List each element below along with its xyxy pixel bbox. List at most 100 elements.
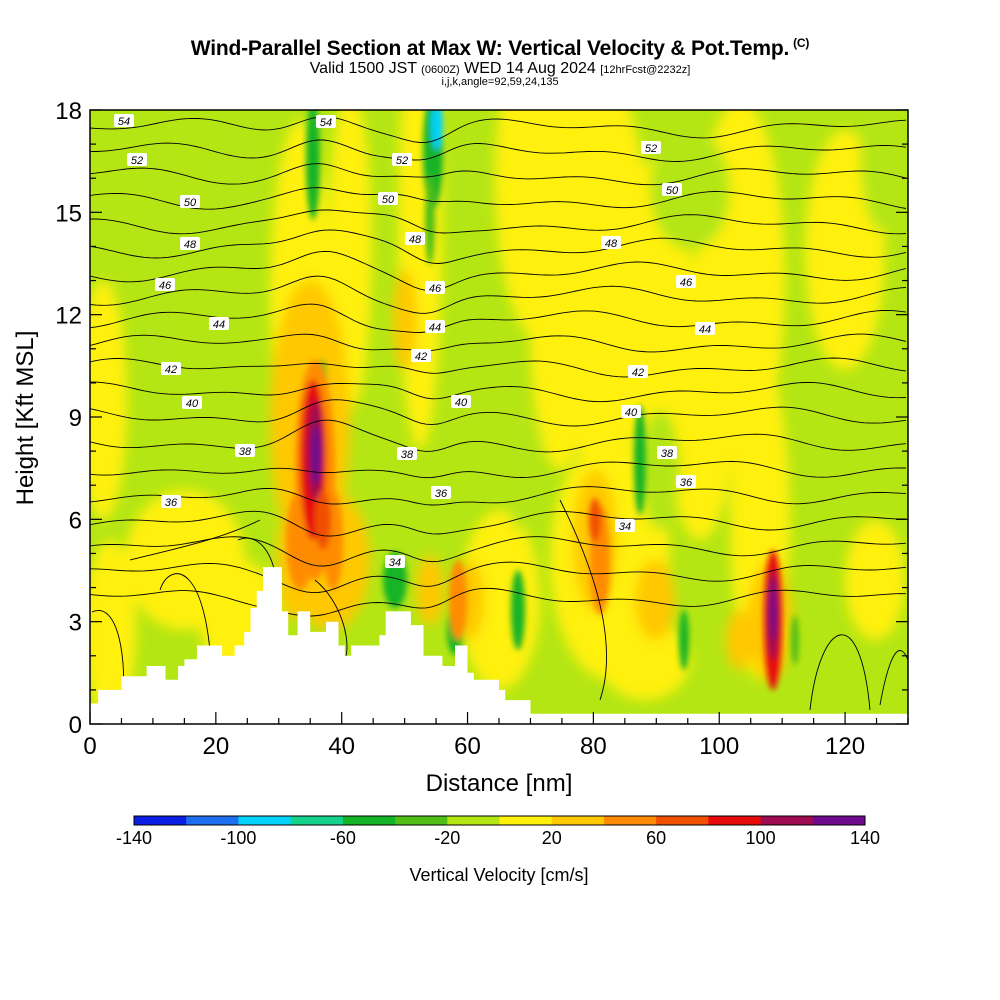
velocity-core: [791, 615, 799, 665]
colorbar-swatch: [238, 816, 292, 825]
theta-label-text: 48: [409, 234, 422, 246]
theta-label-text: 46: [159, 280, 172, 292]
theta-contour: [90, 333, 907, 353]
x-tick-label: 120: [825, 733, 865, 760]
theta-contour: [90, 510, 906, 537]
theta-label-text: 40: [455, 397, 468, 409]
theta-label-text: 42: [632, 367, 644, 379]
colorbar-tick-label: -140: [116, 828, 152, 848]
theta-label-text: 46: [429, 283, 442, 295]
theta-contour: [90, 381, 907, 403]
velocity-core: [511, 570, 525, 650]
colorbar-swatch: [812, 816, 866, 825]
theta-label-text: 40: [186, 398, 199, 410]
theta-contour-labels: 54 54 52 52 52 50 50 50 48 48 48 46 46 46 44 44 44 42 42 42…: [114, 114, 715, 569]
y-axis-label: Height [Kft MSL]: [12, 331, 39, 506]
theta-contour: [90, 561, 907, 594]
velocity-core: [431, 110, 443, 150]
colorbar-swatch: [395, 816, 448, 825]
theta-label-text: 48: [605, 238, 618, 250]
theta-label-text: 44: [429, 322, 441, 334]
x-tick-label: 40: [328, 733, 355, 760]
velocity-core: [306, 110, 320, 220]
theta-label-text: 50: [666, 185, 679, 197]
colorbar-tick-label: 60: [646, 828, 666, 848]
velocity-blob: [213, 130, 257, 230]
y-tick-label: 9: [69, 405, 82, 432]
y-tick-label: 6: [69, 507, 82, 534]
velocity-core: [315, 490, 331, 550]
velocity-core: [634, 405, 646, 515]
velocity-blob: [650, 130, 730, 250]
colorbar-swatch: [134, 816, 187, 825]
colorbar-tick-label: -60: [330, 828, 356, 848]
theta-label: 40: [621, 405, 641, 419]
theta-contour: [90, 209, 907, 235]
theta-contour: [90, 163, 907, 186]
theta-label-text: 34: [619, 521, 631, 533]
colorbar-tick-label: -20: [434, 828, 460, 848]
x-axis: 0 20 40 60 80 100 120: [83, 712, 909, 760]
colorbar-tick-label: 100: [746, 828, 776, 848]
velocity-blob: [635, 560, 675, 640]
theta-label-text: 54: [118, 116, 130, 128]
theta-contour: [90, 229, 907, 264]
theta-label: 50: [378, 192, 398, 206]
theta-contour: [314, 579, 348, 661]
colorbar-swatch: [290, 816, 344, 825]
theta-label: 40: [182, 396, 202, 410]
theta-label-text: 38: [401, 449, 414, 461]
theta-label: 44: [695, 322, 715, 336]
theta-label: 44: [209, 317, 229, 331]
theta-label-text: 46: [680, 277, 693, 289]
theta-label: 42: [628, 365, 648, 379]
theta-label: 52: [392, 153, 412, 167]
theta-label: 38: [235, 444, 255, 458]
x-tick-label: 80: [580, 733, 607, 760]
theta-contour: [90, 587, 907, 617]
theta-label-text: 50: [184, 197, 197, 209]
theta-contour: [129, 519, 261, 561]
y-tick-label: 12: [55, 303, 82, 330]
y-tick-label: 18: [55, 98, 82, 125]
theta-label: 34: [615, 519, 635, 533]
plot-area: 54 54 52 52 52 50 50 50 48 48 48 46 46 46 44 44 44 42 42 42…: [90, 110, 908, 724]
theta-label-text: 36: [680, 477, 693, 489]
colorbar-tick-label: -100: [220, 828, 256, 848]
theta-label: 52: [641, 141, 661, 155]
theta-label-text: 40: [625, 407, 638, 419]
theta-label: 46: [155, 278, 175, 292]
theta-label-text: 54: [320, 117, 332, 129]
theta-contour: [90, 139, 907, 162]
theta-label: 48: [405, 232, 425, 246]
theta-label-text: 44: [213, 319, 225, 331]
chart-title-text: Wind-Parallel Section at Max W: Vertical…: [190, 37, 790, 60]
theta-label-text: 36: [435, 488, 448, 500]
theta-label: 52: [127, 153, 147, 167]
velocity-blob: [140, 130, 180, 390]
theta-label: 42: [161, 362, 181, 376]
theta-label: 54: [316, 115, 336, 129]
velocity-blob: [393, 270, 417, 370]
x-tick-label: 60: [454, 733, 481, 760]
section-params: i,j,k,angle=92,59,24,135: [441, 76, 559, 88]
theta-label: 42: [411, 349, 431, 363]
copyright-mark: (C): [793, 36, 810, 50]
valid-time: Valid 1500 JST (0600Z) WED 14 Aug 2024 […: [0, 60, 1000, 78]
velocity-blob: [90, 280, 127, 520]
theta-contour: [90, 461, 907, 479]
colorbar-frame: [133, 815, 866, 826]
colorbar-swatch: [342, 816, 396, 825]
theta-contour: [90, 419, 907, 453]
valid-utc: (0600Z): [421, 64, 460, 76]
velocity-core: [770, 580, 776, 640]
colorbar-tick-label: 140: [850, 828, 880, 848]
colorbar: -140 -100 -60 -20 20 60 100 140: [116, 815, 880, 848]
theta-label-text: 52: [131, 155, 143, 167]
theta-label: 40: [451, 395, 471, 409]
theta-contour: [879, 650, 908, 706]
velocity-blob: [398, 110, 442, 450]
theta-contour: [559, 499, 607, 701]
theta-contour: [90, 486, 907, 506]
